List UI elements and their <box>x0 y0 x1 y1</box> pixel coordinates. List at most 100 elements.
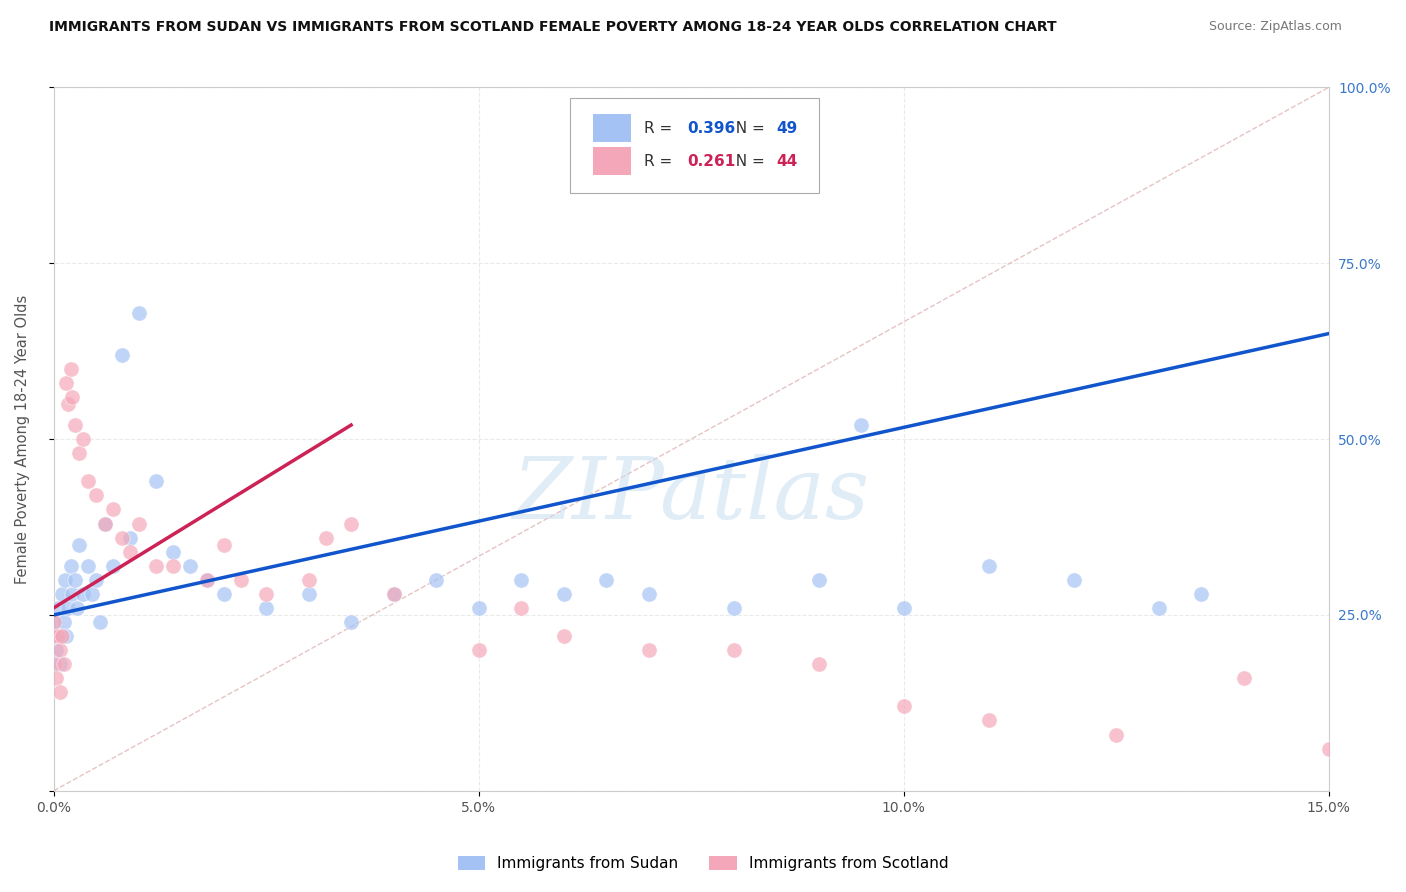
Point <box>67 446 90 460</box>
Point <box>510 573 533 587</box>
Point <box>807 657 830 672</box>
Point <box>382 587 405 601</box>
Point <box>120 544 142 558</box>
Point <box>1233 671 1256 685</box>
Point <box>298 573 321 587</box>
Text: R =: R = <box>644 153 678 169</box>
Point <box>59 558 82 573</box>
Point <box>1105 728 1128 742</box>
Point <box>76 558 98 573</box>
Point <box>1189 587 1212 601</box>
Point <box>1063 573 1085 587</box>
Point <box>44 657 66 672</box>
Y-axis label: Female Poverty Among 18-24 Year Olds: Female Poverty Among 18-24 Year Olds <box>15 294 30 583</box>
Point <box>162 558 184 573</box>
Point <box>120 531 142 545</box>
Point <box>63 418 86 433</box>
Bar <box>593 147 631 176</box>
Point <box>977 714 1000 728</box>
Point <box>893 699 915 714</box>
Point <box>425 573 447 587</box>
Text: 44: 44 <box>776 153 797 169</box>
Point <box>340 516 363 531</box>
Point <box>101 558 124 573</box>
Text: ZIPatlas: ZIPatlas <box>513 454 870 537</box>
Point <box>510 601 533 615</box>
Bar <box>593 114 631 142</box>
Point <box>1317 741 1340 756</box>
Point <box>212 538 235 552</box>
Point <box>254 587 277 601</box>
Point <box>637 587 659 601</box>
Point <box>723 601 745 615</box>
Point <box>84 573 107 587</box>
Point <box>84 488 107 502</box>
Point <box>93 516 115 531</box>
Legend: Immigrants from Sudan, Immigrants from Scotland: Immigrants from Sudan, Immigrants from S… <box>451 849 955 877</box>
Point <box>48 643 70 657</box>
Text: 0.261: 0.261 <box>688 153 735 169</box>
Point <box>179 558 201 573</box>
FancyBboxPatch shape <box>569 98 818 193</box>
Point <box>298 587 321 601</box>
Point <box>51 587 73 601</box>
Point <box>80 587 103 601</box>
Point <box>48 657 70 672</box>
Point <box>110 531 132 545</box>
Point <box>212 587 235 601</box>
Point <box>45 671 67 685</box>
Point <box>56 601 79 615</box>
Point <box>195 573 218 587</box>
Point <box>340 615 363 629</box>
Point <box>76 475 98 489</box>
Point <box>229 573 252 587</box>
Text: R =: R = <box>644 120 678 136</box>
Point <box>637 643 659 657</box>
Point <box>128 305 150 319</box>
Point <box>46 601 69 615</box>
Point <box>807 573 830 587</box>
Point <box>45 643 67 657</box>
Point <box>42 629 65 643</box>
Point <box>553 587 575 601</box>
Point <box>89 615 111 629</box>
Point <box>59 361 82 376</box>
Point <box>46 629 69 643</box>
Point <box>67 538 90 552</box>
Point <box>52 657 75 672</box>
Point <box>51 629 73 643</box>
Point <box>49 629 72 643</box>
Point <box>72 432 94 446</box>
Point <box>60 587 83 601</box>
Text: N =: N = <box>725 120 769 136</box>
Point <box>382 587 405 601</box>
Point <box>110 348 132 362</box>
Point <box>162 544 184 558</box>
Text: N =: N = <box>725 153 769 169</box>
Point <box>56 397 79 411</box>
Point <box>977 558 1000 573</box>
Point <box>723 643 745 657</box>
Point <box>315 531 337 545</box>
Point <box>66 601 89 615</box>
Point <box>55 376 77 390</box>
Point <box>467 601 489 615</box>
Text: IMMIGRANTS FROM SUDAN VS IMMIGRANTS FROM SCOTLAND FEMALE POVERTY AMONG 18-24 YEA: IMMIGRANTS FROM SUDAN VS IMMIGRANTS FROM… <box>49 20 1057 34</box>
Point <box>44 615 66 629</box>
Point <box>42 615 65 629</box>
Point <box>254 601 277 615</box>
Point <box>467 643 489 657</box>
Text: Source: ZipAtlas.com: Source: ZipAtlas.com <box>1209 20 1343 33</box>
Point <box>893 601 915 615</box>
Point <box>128 516 150 531</box>
Point <box>63 573 86 587</box>
Point <box>101 502 124 516</box>
Point <box>145 558 167 573</box>
Point <box>849 418 872 433</box>
Text: 49: 49 <box>776 120 797 136</box>
Point <box>595 573 617 587</box>
Point <box>195 573 218 587</box>
Point <box>145 475 167 489</box>
Point <box>553 629 575 643</box>
Point <box>53 573 76 587</box>
